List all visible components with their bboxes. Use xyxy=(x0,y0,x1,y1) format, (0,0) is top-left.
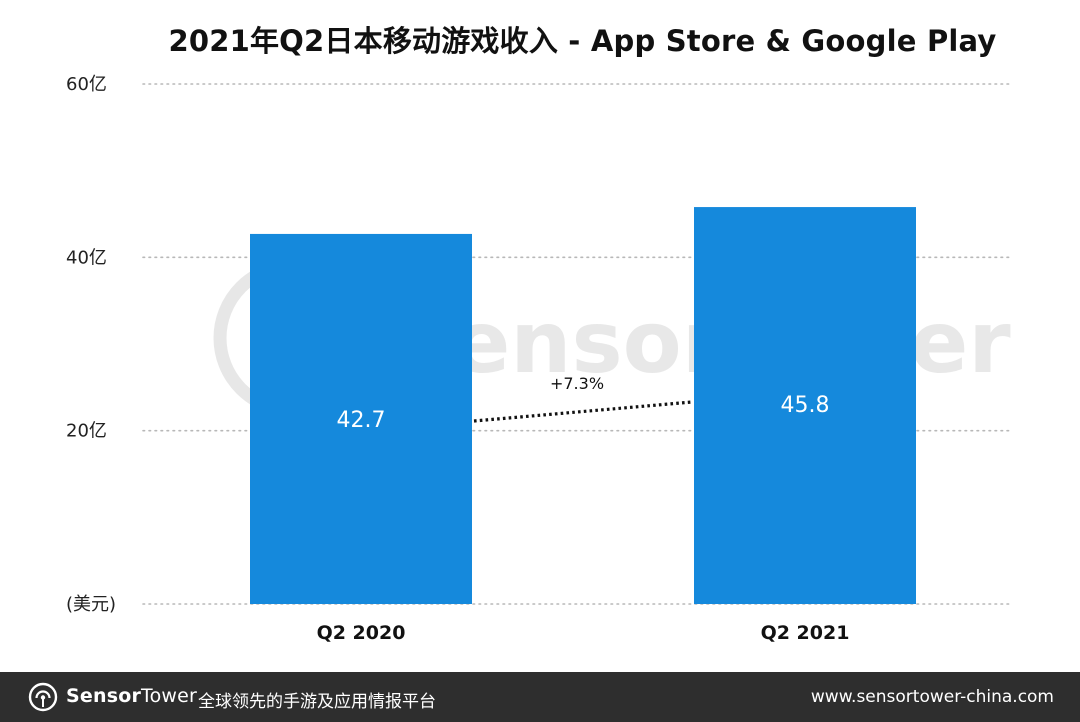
y-tick-label: 60亿 xyxy=(66,74,107,95)
bar-value-label: 42.7 xyxy=(337,408,386,433)
growth-indicator: +7.3% xyxy=(473,374,693,423)
chart-title: 2021年Q2日本移动游戏收入 - App Store & Google Pla… xyxy=(168,24,997,58)
footer-brand: SensorTower xyxy=(66,685,197,707)
footer-slogan: 全球领先的手游及应用情报平台 xyxy=(198,692,436,712)
footer-url[interactable]: www.sensortower-china.com xyxy=(810,687,1054,707)
x-tick-label: Q2 2020 xyxy=(317,622,406,644)
y-axis-ticks: 60亿 40亿 20亿 (美元) xyxy=(66,74,116,615)
bar-value-label: 45.8 xyxy=(781,393,830,418)
sensortower-logo-icon xyxy=(28,682,58,712)
y-tick-label: 40亿 xyxy=(66,247,107,268)
footer-brand-light: Tower xyxy=(141,685,198,707)
growth-dotted-line xyxy=(473,400,693,423)
footer-brand-bold: Sensor xyxy=(66,685,142,707)
bars xyxy=(250,207,916,605)
bar xyxy=(694,207,916,605)
growth-label: +7.3% xyxy=(550,374,604,393)
bar xyxy=(250,233,472,604)
x-axis-ticks: Q2 2020 Q2 2021 xyxy=(317,622,850,644)
x-tick-label: Q2 2021 xyxy=(761,622,850,644)
y-tick-label: 20亿 xyxy=(66,421,107,442)
footer-bar: SensorTower 全球领先的手游及应用情报平台 www.sensortow… xyxy=(0,672,1080,722)
y-tick-label: (美元) xyxy=(66,594,116,615)
bar-labels: 42.7 45.8 xyxy=(337,393,830,433)
